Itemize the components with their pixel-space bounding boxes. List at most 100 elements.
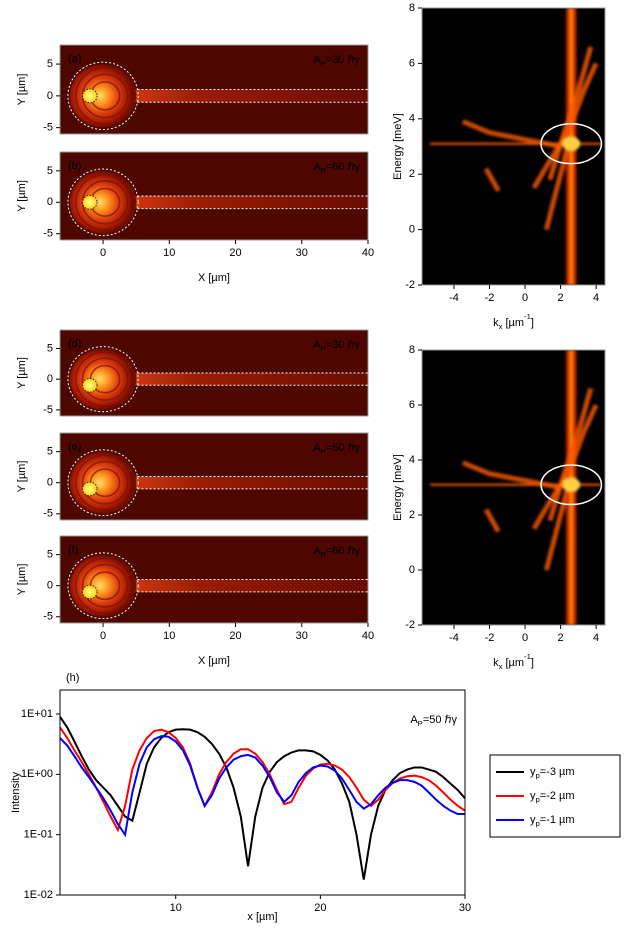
hot-spot — [562, 136, 581, 151]
y-tick-label: 5 — [47, 165, 53, 177]
x-axis-label: kx [µm-1] — [493, 652, 534, 671]
x-tick-label: 0 — [522, 292, 528, 304]
pump-spot — [82, 481, 98, 497]
y-tick-label: 8 — [409, 344, 415, 356]
fringe — [75, 557, 135, 614]
x-tick-label: 0 — [522, 632, 528, 644]
y-tick-label: -5 — [43, 122, 53, 134]
legend-label: yp=-1 µm — [530, 814, 575, 828]
x-tick-label: 0 — [100, 247, 106, 259]
y-tick-label: 5 — [47, 58, 53, 70]
y-axis-label: Y [µm] — [16, 461, 28, 493]
fringe — [81, 357, 129, 401]
y-tick-label: 5 — [47, 446, 53, 458]
fringe — [75, 351, 135, 407]
x-tick-label: 10 — [170, 902, 182, 914]
y-tick-label: 0 — [47, 580, 53, 592]
streak — [547, 387, 594, 522]
x-tick-label: -4 — [449, 292, 459, 304]
selection-ellipse — [540, 464, 603, 506]
fringe — [81, 563, 129, 608]
x-tick-label: 10 — [163, 630, 175, 642]
y-tick-label: 8 — [409, 2, 415, 14]
x-tick-label: 20 — [229, 247, 241, 259]
x-tick-label: -4 — [449, 632, 459, 644]
fringe — [75, 454, 135, 511]
x-tick-label: 30 — [459, 902, 471, 914]
y-tick-label: -5 — [43, 404, 53, 416]
x-tick-label: 20 — [314, 902, 326, 914]
pump-spot — [82, 194, 98, 210]
x-axis-label: X [µm] — [198, 272, 230, 284]
x-tick-label: 10 — [163, 247, 175, 259]
dispersion-image — [422, 350, 605, 625]
x-tick-label: 2 — [558, 292, 564, 304]
y-tick-label: 6 — [409, 57, 415, 69]
legend-label: yp=-3 µm — [530, 766, 575, 780]
panel-label: (d) — [68, 338, 81, 350]
y-tick-label: 4 — [409, 454, 415, 466]
x-tick-label: 0 — [100, 630, 106, 642]
y-axis-label: Y [µm] — [16, 180, 28, 212]
panel-label: (g) — [430, 358, 443, 370]
y-axis-label: Y [µm] — [16, 74, 28, 106]
y-tick-label: 4 — [409, 113, 415, 125]
hot-spot — [562, 477, 581, 492]
panel-label: (a) — [68, 53, 81, 65]
plot-frame — [59, 535, 369, 624]
streak — [483, 508, 501, 533]
y-tick-label: 6 — [409, 399, 415, 411]
panel-label: (h) — [66, 672, 79, 684]
fringe — [75, 67, 135, 125]
y-tick-label: 1E-01 — [24, 829, 53, 841]
disk-outline — [67, 61, 139, 131]
y-tick-label: 1E+00 — [21, 768, 53, 780]
y-tick-label: -2 — [405, 279, 415, 291]
y-tick-label: -5 — [43, 228, 53, 240]
pump-spot — [82, 378, 98, 393]
x-tick-label: 30 — [296, 247, 308, 259]
x-tick-label: 2 — [558, 632, 564, 644]
selection-ellipse — [540, 123, 603, 165]
disk-outline — [67, 552, 139, 620]
heatmap-image — [60, 433, 368, 520]
y-tick-label: 0 — [409, 224, 415, 236]
x-tick-label: 40 — [362, 247, 374, 259]
heatmap-image — [60, 152, 368, 240]
plot-frame — [59, 151, 369, 241]
x-tick-label: 40 — [362, 630, 374, 642]
panel-label: (b) — [68, 160, 81, 172]
heatmap-image — [60, 536, 368, 623]
fringe — [81, 460, 129, 505]
plot-frame — [421, 7, 606, 286]
y-tick-label: 5 — [47, 342, 53, 354]
y-tick-label: 1E-02 — [24, 889, 53, 901]
waveguide — [129, 89, 368, 103]
y-tick-label: 0 — [409, 564, 415, 576]
y-tick-label: 0 — [47, 477, 53, 489]
y-tick-label: 2 — [409, 509, 415, 521]
panel-label: (f) — [68, 544, 78, 556]
y-tick-label: 5 — [47, 549, 53, 561]
fringe — [75, 173, 135, 231]
annotation: AP=30 ℏγ — [313, 54, 360, 68]
x-tick-label: 20 — [229, 630, 241, 642]
heatmap-image — [60, 45, 368, 134]
x-tick-label: -2 — [485, 632, 495, 644]
x-axis-label: kx [µm-1] — [493, 312, 534, 331]
annotation: AP=50 ℏγ — [410, 714, 457, 728]
y-tick-label: -5 — [43, 508, 53, 520]
y-tick-label: 1E+01 — [21, 708, 53, 720]
annotation: AP=60 ℏγ — [460, 359, 507, 373]
heatmap-image — [60, 330, 368, 416]
disk-outline — [67, 168, 139, 237]
streak — [543, 145, 571, 231]
x-tick-label: 4 — [593, 292, 599, 304]
streak — [461, 460, 562, 490]
x-tick-label: 30 — [296, 630, 308, 642]
waveguide — [129, 196, 368, 209]
legend-label: yp=-2 µm — [530, 790, 575, 804]
plot-frame — [59, 44, 369, 135]
y-tick-label: -2 — [405, 619, 415, 631]
